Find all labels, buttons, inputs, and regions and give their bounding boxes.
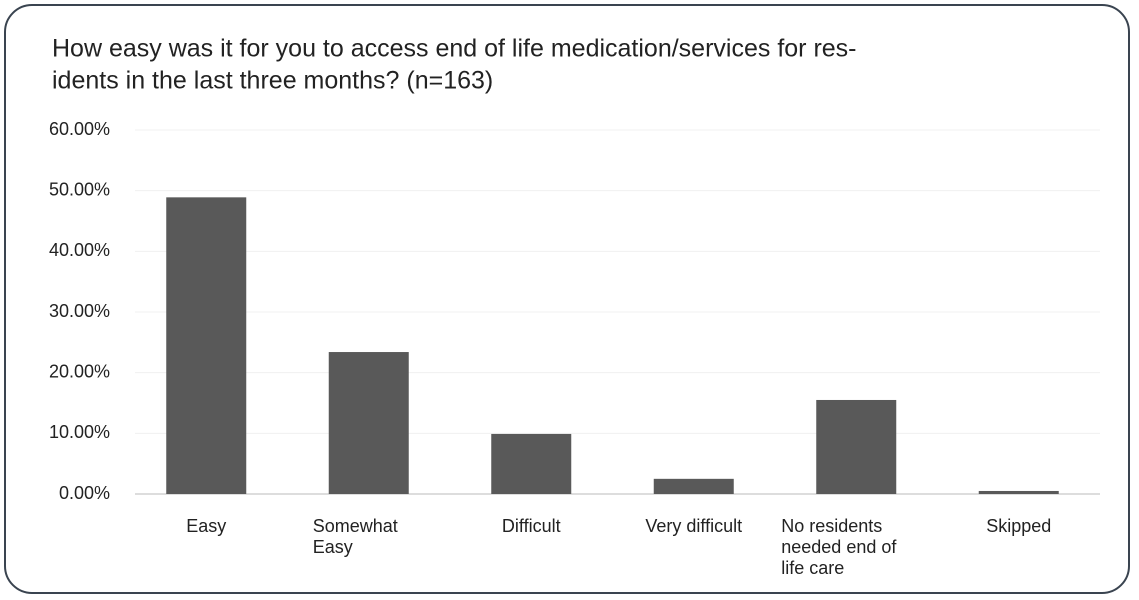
y-tick-label: 10.00% [49,422,110,442]
y-tick-label: 0.00% [59,483,110,503]
y-tick-label: 20.00% [49,361,110,381]
chart-title: How easy was it for you to access end of… [52,35,857,63]
y-tick-label: 50.00% [49,179,110,199]
y-tick-label: 40.00% [49,240,110,260]
chart-frame [4,4,1130,594]
bar [978,490,1059,494]
bar [491,433,572,494]
x-tick-label: Easy [186,516,227,536]
y-tick-label: 30.00% [49,301,110,321]
x-tick-label: No residents needed end of life care [781,516,897,578]
bar [653,478,734,494]
chart-title: idents in the last three months? (n=163) [52,67,493,95]
x-tick-label: Skipped [986,516,1052,536]
x-tick-label: Difficult [501,516,561,536]
bar [166,197,247,494]
x-tick-label: Very difficult [645,516,743,536]
y-tick-label: 60.00% [49,119,110,139]
bar [328,352,409,494]
x-tick-label: Somewhat Easy [312,516,398,557]
bar [816,399,897,494]
